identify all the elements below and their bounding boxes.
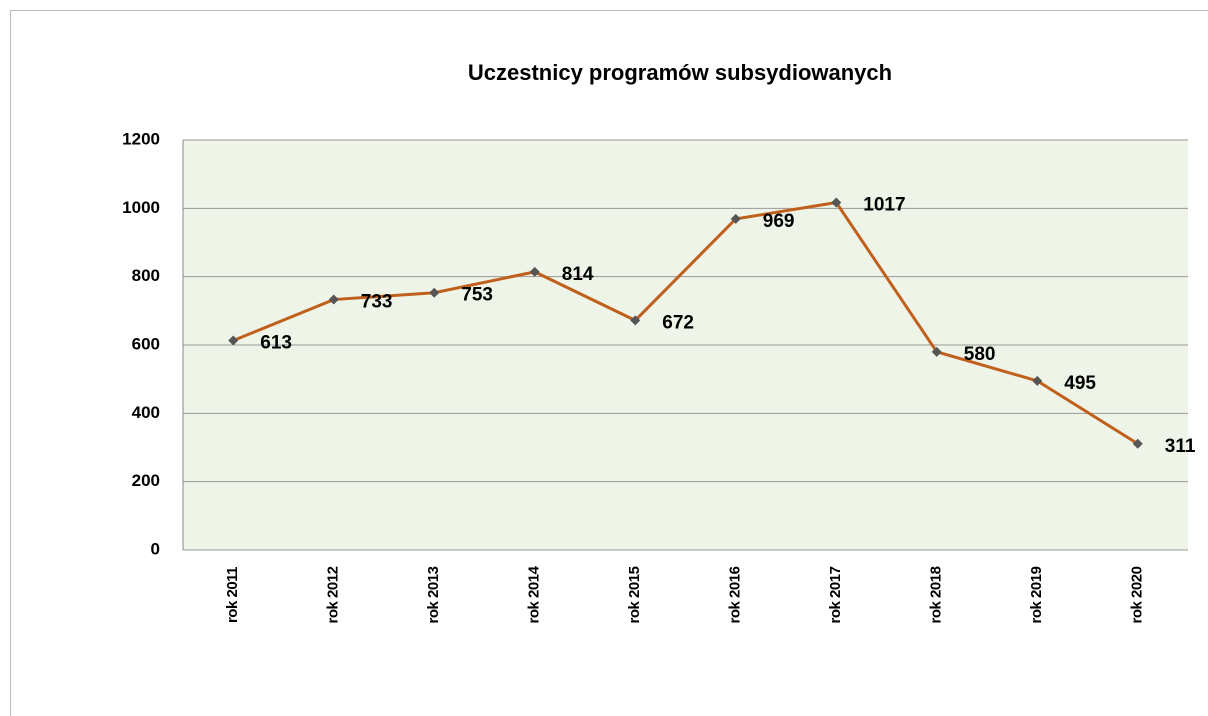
data-label: 814 (562, 264, 594, 285)
data-label: 495 (1064, 373, 1096, 394)
data-label: 580 (964, 344, 996, 365)
x-tick-label: rok 2011 (224, 567, 241, 623)
marker (429, 287, 440, 298)
y-tick-label: 600 (132, 334, 160, 353)
marker (228, 335, 239, 346)
marker (730, 213, 741, 224)
x-tick-label: rok 2013 (425, 566, 442, 623)
marker (1132, 438, 1143, 449)
x-tick-label: rok 2012 (325, 566, 342, 623)
data-label: 1017 (863, 195, 905, 216)
y-tick-label: 200 (132, 471, 160, 490)
y-tick-label: 1200 (122, 129, 160, 148)
data-label: 613 (260, 333, 292, 354)
line (232, 200, 1139, 446)
marker (328, 294, 339, 305)
data-label: 311 (1165, 436, 1196, 457)
y-tick-label: 1000 (122, 198, 160, 217)
x-tick-label: rok 2017 (827, 566, 844, 623)
chart-title: Uczestnicy programów subsydiowanych (468, 60, 892, 85)
x-tick-label: rok 2020 (1129, 566, 1146, 623)
marker (831, 197, 842, 208)
y-tick-label: 0 (151, 539, 160, 558)
data-label: 753 (461, 285, 493, 306)
marker (1032, 375, 1043, 386)
marker (630, 315, 641, 326)
x-tick-label: rok 2015 (626, 566, 643, 623)
marker (529, 266, 540, 277)
y-tick-label: 800 (132, 266, 160, 285)
data-label: 672 (662, 312, 694, 333)
x-tick-label: rok 2014 (526, 565, 543, 623)
data-label: 969 (763, 211, 795, 232)
marker (931, 346, 942, 357)
y-tick-label: 400 (132, 403, 160, 422)
x-tick-label: rok 2016 (727, 566, 744, 623)
data-label: 733 (361, 292, 393, 313)
x-tick-label: rok 2018 (928, 566, 945, 623)
x-tick-label: rok 2019 (1028, 566, 1045, 623)
